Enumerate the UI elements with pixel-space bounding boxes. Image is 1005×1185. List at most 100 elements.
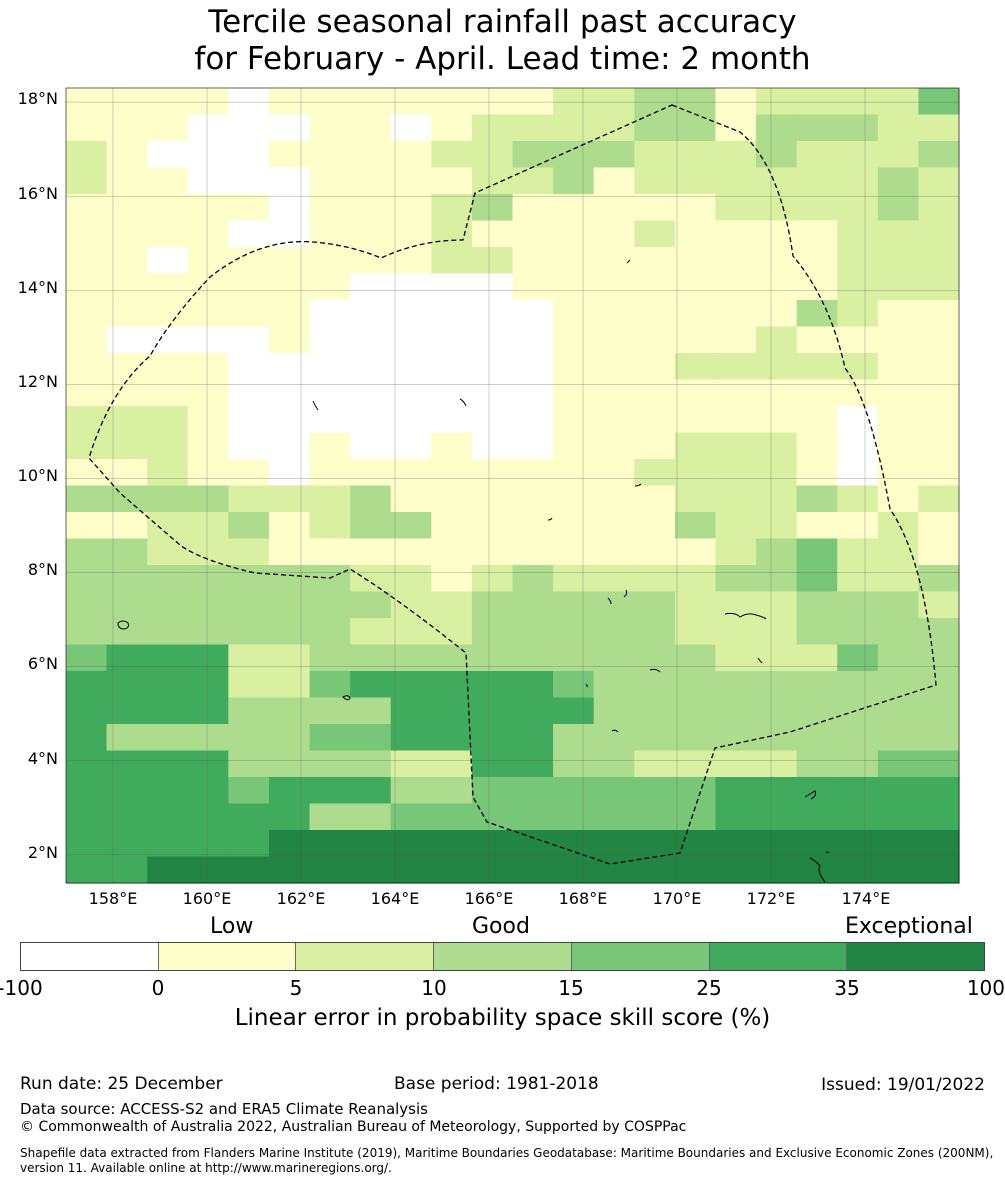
skill-cell (390, 671, 432, 699)
skill-cell (918, 777, 960, 805)
skill-cell (228, 247, 270, 275)
colorbar-tick: 25 (696, 976, 722, 1000)
skill-cell (350, 432, 392, 460)
skill-cell (837, 167, 879, 195)
skill-cell (512, 353, 554, 381)
skill-cell (268, 697, 311, 725)
skill-cell (796, 114, 838, 142)
skill-cell (66, 856, 108, 884)
skill-cell (106, 724, 148, 752)
skill-cell (756, 777, 798, 805)
skill-cell (268, 830, 311, 858)
skill-cell (634, 247, 676, 275)
skill-cell (471, 565, 514, 593)
skill-cell (918, 353, 960, 381)
skill-cell (390, 724, 432, 752)
skill-cell (106, 777, 148, 805)
skill-cell (390, 538, 432, 566)
skill-cell (66, 750, 108, 778)
skill-cell (877, 724, 920, 752)
skill-cell (756, 644, 798, 672)
skill-cell (66, 565, 108, 593)
skill-cell (877, 777, 920, 805)
skill-cell (634, 512, 676, 540)
colorbar-bin (158, 943, 297, 970)
skill-cell (756, 459, 798, 487)
skill-cell (268, 273, 311, 301)
skill-cell (228, 856, 270, 884)
skill-cell (593, 459, 635, 487)
skill-cell (674, 167, 717, 195)
skill-cell (512, 194, 554, 222)
skill-cell (431, 220, 473, 248)
skill-cell (553, 379, 595, 407)
skill-cell (715, 644, 757, 672)
skill-cell (431, 830, 473, 858)
skill-cell (715, 300, 757, 328)
skill-cell (106, 326, 148, 354)
skill-cell (877, 830, 920, 858)
skill-cell (147, 697, 189, 725)
skill-cell (796, 167, 838, 195)
skill-cell (147, 512, 189, 540)
skill-cell (471, 591, 514, 619)
skill-cell (309, 671, 351, 699)
skill-cell (471, 671, 514, 699)
skill-cell (147, 379, 189, 407)
skill-cell (674, 671, 717, 699)
skill-cell (715, 512, 757, 540)
skill-cell (756, 671, 798, 699)
skill-cell (431, 697, 473, 725)
skill-cell (918, 697, 960, 725)
island (117, 620, 129, 630)
skill-cell (187, 220, 229, 248)
skill-cell (187, 326, 229, 354)
skill-cell (512, 220, 554, 248)
skill-cell (553, 777, 595, 805)
island (611, 729, 619, 733)
skill-cell (350, 538, 392, 566)
skill-cell (674, 379, 717, 407)
skill-cell (674, 591, 717, 619)
skill-cells (66, 88, 960, 884)
skill-cell (593, 671, 635, 699)
lat-label-4n: 4°N (27, 749, 58, 768)
skill-cell (147, 167, 189, 195)
skill-cell (431, 856, 473, 884)
skill-cell (350, 697, 392, 725)
skill-cell (674, 565, 717, 593)
skill-cell (309, 724, 351, 752)
skill-cell (106, 194, 148, 222)
skill-cell (553, 114, 595, 142)
skill-cell (512, 644, 554, 672)
skill-cell (512, 671, 554, 699)
skill-cell (106, 273, 148, 301)
skill-cell (553, 220, 595, 248)
skill-cell (268, 220, 311, 248)
skill-cell (66, 88, 108, 116)
skill-cell (431, 591, 473, 619)
skill-cell (756, 194, 798, 222)
skill-cell (715, 406, 757, 434)
colorbar-tick: -100 (0, 976, 43, 1000)
skill-cell (309, 247, 351, 275)
skill-cell (309, 856, 351, 884)
skill-cell (228, 830, 270, 858)
skill-cell (471, 406, 514, 434)
skill-cell (66, 591, 108, 619)
skill-cell (918, 326, 960, 354)
run-date: Run date: 25 December (20, 1074, 223, 1094)
colorbar-tick: 5 (289, 976, 303, 1000)
skill-cell (715, 432, 757, 460)
skill-cell (715, 459, 757, 487)
skill-cell (309, 406, 351, 434)
skill-cell (674, 644, 717, 672)
skill-cell (390, 406, 432, 434)
skill-cell (106, 379, 148, 407)
skill-cell (553, 247, 595, 275)
skill-cell (512, 618, 554, 646)
skill-cell (106, 167, 148, 195)
skill-cell (309, 459, 351, 487)
island (459, 398, 467, 407)
map-title-line1: Tercile seasonal rainfall past accuracy (208, 4, 797, 40)
